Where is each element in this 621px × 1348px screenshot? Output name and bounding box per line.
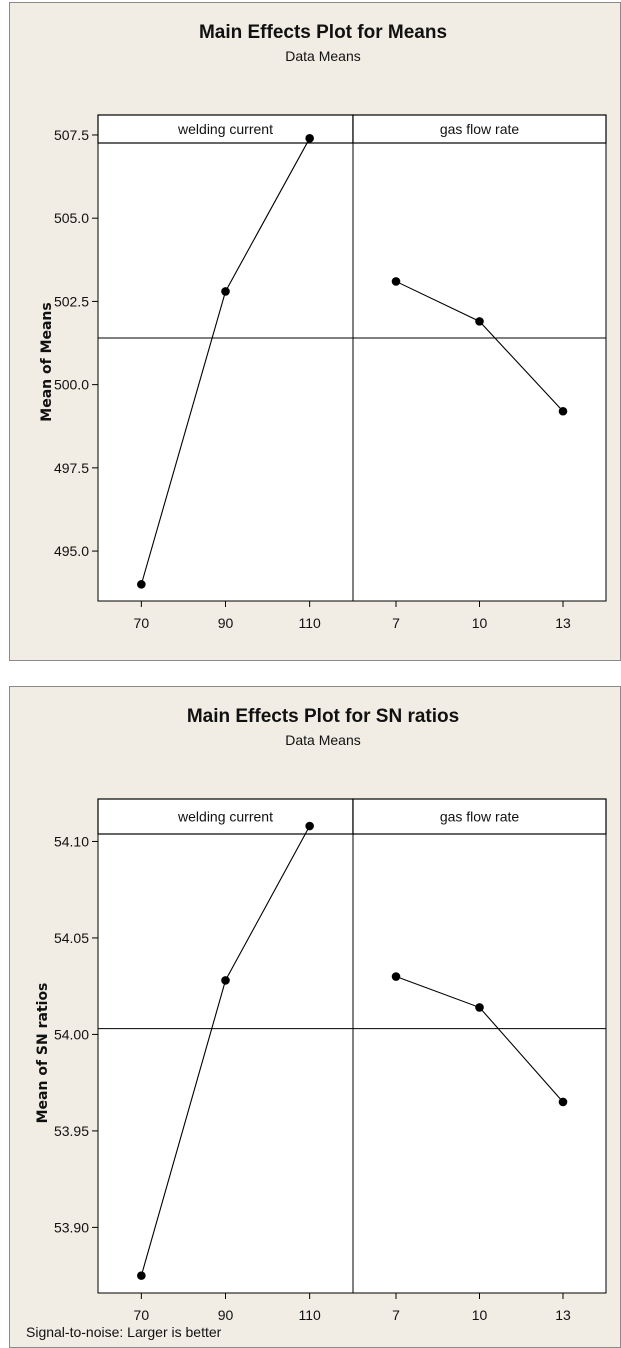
panel-label: welding current (177, 121, 273, 137)
y-tick-label: 495.0 (54, 543, 89, 559)
data-point (558, 406, 568, 416)
data-point (221, 976, 230, 985)
plot-frame (97, 833, 607, 1294)
chart-subtitle: Data Means (285, 48, 360, 64)
y-tick-label: 507.5 (54, 127, 89, 143)
plot-background (98, 834, 606, 1293)
data-point (137, 1271, 146, 1280)
y-tick-label: 500.0 (54, 377, 89, 393)
data-point (221, 287, 230, 296)
data-point (475, 1003, 484, 1012)
x-tick-label: 90 (218, 615, 234, 631)
y-axis-label: Mean of Means (39, 302, 55, 421)
y-tick-label: 54.05 (54, 930, 89, 946)
x-tick-label: 13 (555, 1307, 571, 1323)
data-point (391, 972, 401, 981)
x-tick-label: 10 (472, 615, 488, 631)
y-tick-label: 54.10 (54, 833, 89, 849)
panel-label: gas flow rate (440, 809, 520, 825)
strip-box (352, 114, 607, 144)
data-point (305, 821, 314, 831)
x-tick-label: 7 (392, 615, 400, 631)
chart-subtitle: Data Means (285, 732, 360, 748)
x-tick-label: 70 (134, 615, 150, 631)
panel-label: welding current (177, 809, 273, 825)
data-point (558, 1097, 568, 1107)
chart-title: Main Effects Plot for SN ratios (187, 706, 459, 727)
chart-panel-sn-ratios: Main Effects Plot for SN ratios Data Mea… (9, 686, 621, 1348)
data-point (475, 317, 484, 326)
plot-area: 495.0 497.5 500.0 502.5 505.0 507.5 welding cu… (54, 114, 607, 631)
main-effects-sn-chart: Main Effects Plot for SN ratios Data Mea… (26, 706, 607, 1340)
plot-area: 53.90 53.95 54.00 54.05 54.10 welding current… (54, 798, 607, 1323)
strip-box (352, 798, 607, 835)
chart-title: Main Effects Plot for Means (199, 22, 447, 43)
x-tick-label: 110 (298, 615, 321, 631)
y-tick-label: 497.5 (54, 460, 89, 476)
panel-label: gas flow rate (440, 121, 520, 137)
x-tick-label: 70 (134, 1307, 150, 1323)
plot-background (98, 143, 606, 601)
data-point (305, 134, 314, 143)
x-tick-label: 110 (298, 1307, 321, 1323)
y-tick-label: 54.00 (54, 1026, 89, 1042)
y-tick-label: 505.0 (54, 210, 89, 226)
x-tick-label: 10 (472, 1307, 488, 1323)
chart-panel-means: Main Effects Plot for Means Data Means M… (9, 2, 621, 661)
x-tick-label: 90 (218, 1307, 234, 1323)
main-effects-means-chart: Main Effects Plot for Means Data Means M… (39, 22, 607, 631)
chart-footnote: Signal-to-noise: Larger is better (26, 1324, 222, 1340)
data-point (137, 580, 146, 589)
x-tick-label: 7 (392, 1307, 400, 1323)
y-tick-label: 53.95 (54, 1123, 89, 1139)
y-tick-label: 53.90 (54, 1219, 89, 1235)
x-tick-label: 13 (555, 615, 571, 631)
data-point (391, 277, 401, 286)
y-tick-label: 502.5 (54, 293, 89, 309)
plot-frame (97, 142, 607, 602)
y-axis-label: Mean of SN ratios (35, 983, 51, 1124)
